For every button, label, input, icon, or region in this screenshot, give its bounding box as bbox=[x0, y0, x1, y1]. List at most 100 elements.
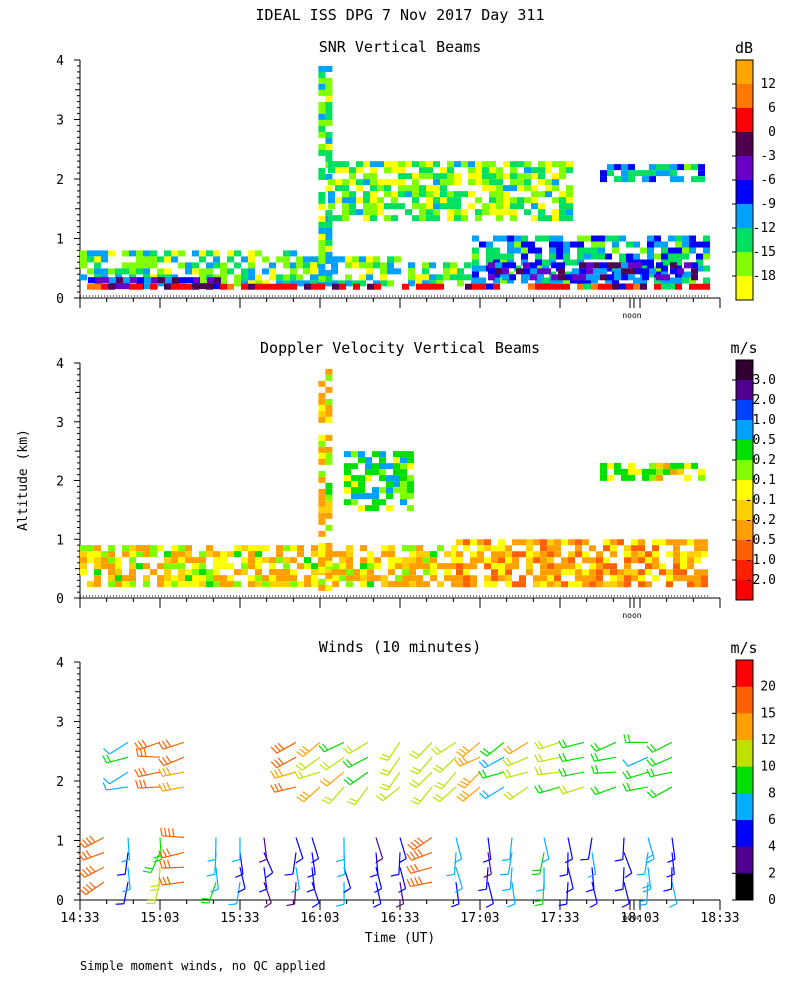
heatmap-cell bbox=[318, 500, 326, 507]
heatmap-cell bbox=[510, 185, 517, 192]
heatmap-cell bbox=[491, 569, 498, 576]
wind-barb-flag bbox=[162, 876, 167, 885]
heatmap-cell bbox=[262, 268, 269, 275]
heatmap-cell bbox=[101, 256, 108, 263]
heatmap-cell bbox=[521, 235, 528, 242]
wind-barb bbox=[590, 741, 617, 752]
heatmap-cell bbox=[668, 277, 675, 284]
x-tick-label: 17:03 bbox=[460, 911, 499, 926]
heatmap-cell bbox=[356, 179, 363, 186]
wind-barb bbox=[432, 786, 457, 803]
noon-marker-label: noon bbox=[622, 611, 641, 620]
wind-barb bbox=[374, 867, 383, 894]
heatmap-cell bbox=[603, 581, 610, 588]
heatmap-cell bbox=[552, 173, 559, 180]
heatmap-cell bbox=[318, 107, 326, 114]
heatmap-cell bbox=[359, 280, 366, 287]
heatmap-cell bbox=[505, 563, 512, 570]
heatmap-cell bbox=[479, 265, 486, 272]
heatmap-cell bbox=[407, 463, 414, 470]
heatmap-cell bbox=[101, 283, 108, 290]
x-tick-label: 16:03 bbox=[300, 911, 339, 926]
heatmap-cell bbox=[596, 581, 603, 588]
heatmap-cell bbox=[345, 256, 352, 263]
heatmap-cell bbox=[122, 545, 129, 552]
heatmap-cell bbox=[503, 161, 510, 168]
wind-barb-shaft bbox=[671, 882, 678, 904]
colorbar-label: 0.1 bbox=[753, 473, 776, 488]
wind-barb bbox=[343, 771, 369, 786]
heatmap-cell bbox=[220, 581, 227, 588]
heatmap-cell bbox=[498, 569, 505, 576]
heatmap-cell bbox=[363, 215, 370, 222]
wind-barb bbox=[206, 852, 217, 877]
heatmap-cell bbox=[318, 380, 326, 387]
heatmap-cell bbox=[408, 280, 415, 287]
colorbar-label: -9 bbox=[760, 197, 776, 212]
heatmap-cell bbox=[570, 241, 577, 248]
heatmap-cell bbox=[600, 176, 607, 183]
heatmap-cell bbox=[394, 256, 401, 263]
heatmap-cell bbox=[164, 256, 171, 263]
wind-barb-shaft bbox=[295, 867, 300, 890]
heatmap-cell bbox=[402, 283, 409, 290]
heatmap-cell bbox=[591, 253, 598, 260]
heatmap-cell bbox=[680, 557, 687, 564]
heatmap-cell bbox=[575, 551, 582, 558]
heatmap-cell bbox=[463, 581, 470, 588]
wind-barb bbox=[102, 782, 129, 791]
heatmap-cell bbox=[192, 268, 199, 275]
heatmap-cell bbox=[484, 563, 491, 570]
heatmap-cell bbox=[633, 241, 640, 248]
heatmap-cell bbox=[346, 581, 353, 588]
wind-barb-flag bbox=[482, 790, 490, 797]
heatmap-cell bbox=[95, 277, 102, 284]
heatmap-cell bbox=[624, 563, 631, 570]
heatmap-cell bbox=[407, 505, 414, 512]
wind-barb-shaft bbox=[508, 741, 529, 755]
heatmap-cell bbox=[94, 250, 101, 257]
heatmap-cell bbox=[405, 209, 412, 216]
heatmap-cell bbox=[461, 191, 468, 198]
snr-colorbar-unit: dB bbox=[735, 39, 753, 57]
heatmap-cell bbox=[412, 191, 419, 198]
wind-barb-shaft bbox=[644, 852, 649, 875]
heatmap-cell bbox=[589, 569, 596, 576]
heatmap-cell bbox=[447, 203, 454, 210]
heatmap-cell bbox=[255, 575, 262, 582]
colorbar-cell bbox=[736, 660, 753, 688]
colorbar-cell bbox=[736, 204, 753, 229]
wind-barb bbox=[319, 771, 345, 787]
heatmap-cell bbox=[694, 545, 701, 552]
wind-barb-shaft bbox=[293, 882, 297, 905]
heatmap-cell bbox=[234, 569, 241, 576]
heatmap-cell bbox=[317, 280, 324, 287]
heatmap-cell bbox=[122, 268, 129, 275]
heatmap-cell bbox=[626, 241, 633, 248]
wind-barb-shaft bbox=[354, 786, 369, 806]
heatmap-cell bbox=[624, 551, 631, 558]
wind-barb-flag bbox=[559, 873, 568, 877]
wind-barb-flag bbox=[564, 858, 573, 864]
heatmap-cell bbox=[605, 265, 612, 272]
heatmap-cell bbox=[311, 569, 318, 576]
wind-barb bbox=[158, 876, 185, 886]
heatmap-cell bbox=[227, 268, 234, 275]
heatmap-cell bbox=[498, 551, 505, 558]
wind-barb-flag bbox=[536, 888, 545, 892]
heatmap-cell bbox=[192, 581, 199, 588]
heatmap-cell bbox=[549, 247, 556, 254]
heatmap-cell bbox=[638, 539, 645, 546]
heatmap-cell bbox=[638, 575, 645, 582]
heatmap-cell bbox=[433, 203, 440, 210]
heatmap-cell bbox=[419, 215, 426, 222]
heatmap-cell bbox=[213, 569, 220, 576]
heatmap-cell bbox=[136, 551, 143, 558]
heatmap-cell bbox=[349, 191, 356, 198]
wind-barb bbox=[587, 852, 597, 878]
heatmap-cell bbox=[407, 481, 414, 488]
wind-barb-flag bbox=[379, 771, 388, 776]
heatmap-cell bbox=[297, 563, 304, 570]
colorbar-cell bbox=[736, 820, 753, 848]
heatmap-cell bbox=[521, 277, 528, 284]
